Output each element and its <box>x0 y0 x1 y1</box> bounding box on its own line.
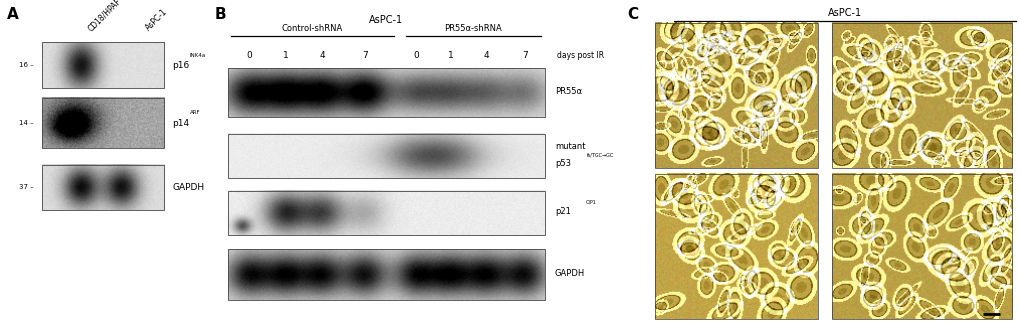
Text: 7 Gy: 7 Gy <box>909 33 929 42</box>
Text: PR55α: PR55α <box>554 87 581 96</box>
Text: ARF: ARF <box>190 111 200 115</box>
Text: GAPDH: GAPDH <box>554 269 585 278</box>
Text: 0 Gy: 0 Gy <box>732 33 753 42</box>
Text: 4: 4 <box>483 51 489 60</box>
Text: 7: 7 <box>362 51 368 60</box>
Text: AsPC-1: AsPC-1 <box>144 7 169 33</box>
Text: 1: 1 <box>282 51 288 60</box>
Text: p53: p53 <box>554 159 571 168</box>
Text: 16 –: 16 – <box>19 62 34 68</box>
Text: 0: 0 <box>413 51 419 60</box>
Text: 4: 4 <box>319 51 325 60</box>
Text: 7: 7 <box>522 51 528 60</box>
Text: p16: p16 <box>172 61 190 70</box>
Text: 1: 1 <box>447 51 453 60</box>
Text: PR55α-shRNA: PR55α-shRNA <box>444 24 501 33</box>
Text: GAPDH: GAPDH <box>172 183 204 192</box>
Text: days post IR: days post IR <box>556 51 603 60</box>
Text: Control-shRNA: Control-shRNA <box>281 24 342 33</box>
Text: mutant: mutant <box>554 142 585 151</box>
Text: B: B <box>214 7 225 22</box>
Text: p21: p21 <box>554 207 571 216</box>
Text: 14 –: 14 – <box>19 120 34 126</box>
Text: p14: p14 <box>172 119 190 127</box>
Text: AsPC-1: AsPC-1 <box>368 15 403 25</box>
Text: AsPC-1: AsPC-1 <box>827 8 861 18</box>
Text: 0: 0 <box>246 51 252 60</box>
Text: fs/TGC→GC: fs/TGC→GC <box>586 153 613 158</box>
Text: CIP1: CIP1 <box>585 200 596 205</box>
Text: INK4a: INK4a <box>190 53 206 58</box>
Text: C: C <box>627 7 638 22</box>
Text: 37 –: 37 – <box>19 185 34 190</box>
Text: CD18/HPAF: CD18/HPAF <box>87 0 123 33</box>
Text: A: A <box>7 7 19 22</box>
